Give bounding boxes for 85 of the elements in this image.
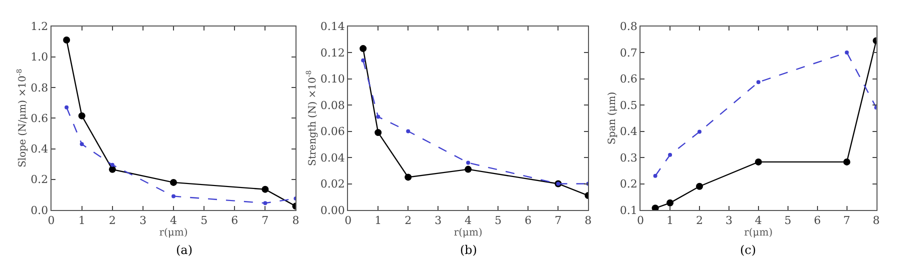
y-tick-label: 0.06	[320, 125, 345, 138]
y-tick-label: 0.6	[620, 72, 638, 86]
point	[404, 174, 412, 181]
point	[696, 182, 703, 190]
point	[64, 105, 69, 110]
x-tick-label: 4	[170, 214, 178, 228]
point	[406, 129, 410, 134]
y-tick-label: 0.04	[320, 151, 345, 164]
point	[653, 174, 658, 178]
y-axis-title: Span (μm)	[606, 92, 618, 144]
x-tick-label: 3	[139, 214, 146, 228]
y-tick-label: 0.6	[30, 112, 48, 125]
x-tick-label: 5	[200, 214, 208, 228]
point	[666, 199, 674, 206]
y-tick-label: 0.4	[30, 142, 48, 156]
y-tick-label: 1.2	[30, 20, 48, 34]
x-tick-label: 2	[404, 214, 412, 228]
y-tick-label: 0.14	[320, 20, 345, 34]
point	[172, 194, 176, 198]
y-tick-label: 0.8	[620, 20, 638, 34]
point	[466, 160, 470, 165]
text: (c)	[740, 243, 756, 257]
x-axis-title: r(μm)	[454, 228, 483, 239]
point	[263, 201, 268, 206]
x-tick-label: 2	[696, 214, 703, 228]
point	[360, 45, 367, 52]
point	[63, 36, 70, 44]
point	[844, 50, 849, 54]
x-tick-label: 3	[725, 214, 732, 228]
y-tick-label: 0.10	[320, 72, 345, 86]
x-tick-label: 6	[524, 214, 532, 228]
point	[110, 162, 114, 167]
x-tick-label: 7	[262, 214, 269, 228]
x-tick-label: 0	[48, 214, 55, 228]
x-tick-label: 4	[754, 214, 762, 228]
point	[262, 186, 269, 193]
point	[756, 80, 760, 84]
point	[754, 158, 762, 166]
point	[80, 142, 84, 146]
text: (b)	[460, 243, 478, 257]
text: (a)	[176, 243, 193, 257]
x-tick-label: 8	[872, 214, 880, 228]
point	[376, 114, 380, 119]
x-tick-label: 2	[108, 214, 116, 228]
x-tick-label: 6	[231, 214, 238, 228]
y-tick-label: 0.1	[620, 204, 638, 217]
x-tick-label: 0	[637, 214, 644, 228]
x-tick-label: 4	[464, 214, 472, 228]
y-tick-label: 0.08	[320, 98, 345, 112]
point	[108, 166, 116, 173]
x-tick-label: 5	[784, 214, 792, 228]
y-tick-label: 0.12	[320, 46, 345, 60]
point	[697, 130, 702, 134]
x-tick-label: 1	[666, 214, 674, 228]
x-tick-label: 1	[78, 214, 86, 228]
x-tick-label: 7	[843, 214, 850, 228]
y-tick-label: 0.7	[620, 46, 638, 60]
x-tick-label: 3	[434, 214, 442, 228]
y-tick-label: 0.3	[620, 151, 638, 164]
x-tick-label: 6	[814, 214, 821, 228]
x-axis-title: r(μm)	[159, 228, 188, 239]
x-tick-label: 8	[292, 214, 300, 228]
y-tick-label: 0.5	[620, 98, 638, 112]
x-tick-label: 5	[494, 214, 502, 228]
point	[170, 178, 178, 186]
x-tick-label: 0	[344, 214, 352, 228]
point	[374, 129, 382, 136]
y-tick-label: 0.02	[320, 178, 345, 191]
point	[78, 112, 86, 120]
y-tick-label: 0.2	[620, 178, 638, 191]
point	[464, 166, 472, 173]
x-tick-label: 1	[374, 214, 382, 228]
point	[843, 158, 850, 166]
y-tick-label: 0.0	[30, 204, 48, 217]
y-tick-label: 0.4	[620, 125, 638, 138]
point	[361, 58, 366, 62]
x-tick-label: 7	[554, 214, 562, 228]
x-tick-label: 8	[584, 214, 592, 228]
point	[668, 152, 672, 157]
y-tick-label: 1.0	[30, 50, 48, 64]
point	[652, 204, 659, 210]
y-tick-label: 0.2	[30, 173, 48, 186]
y-tick-label: 0.8	[30, 81, 48, 94]
y-tick-label: 0.00	[320, 204, 345, 217]
x-axis-title: r(μm)	[744, 228, 773, 239]
